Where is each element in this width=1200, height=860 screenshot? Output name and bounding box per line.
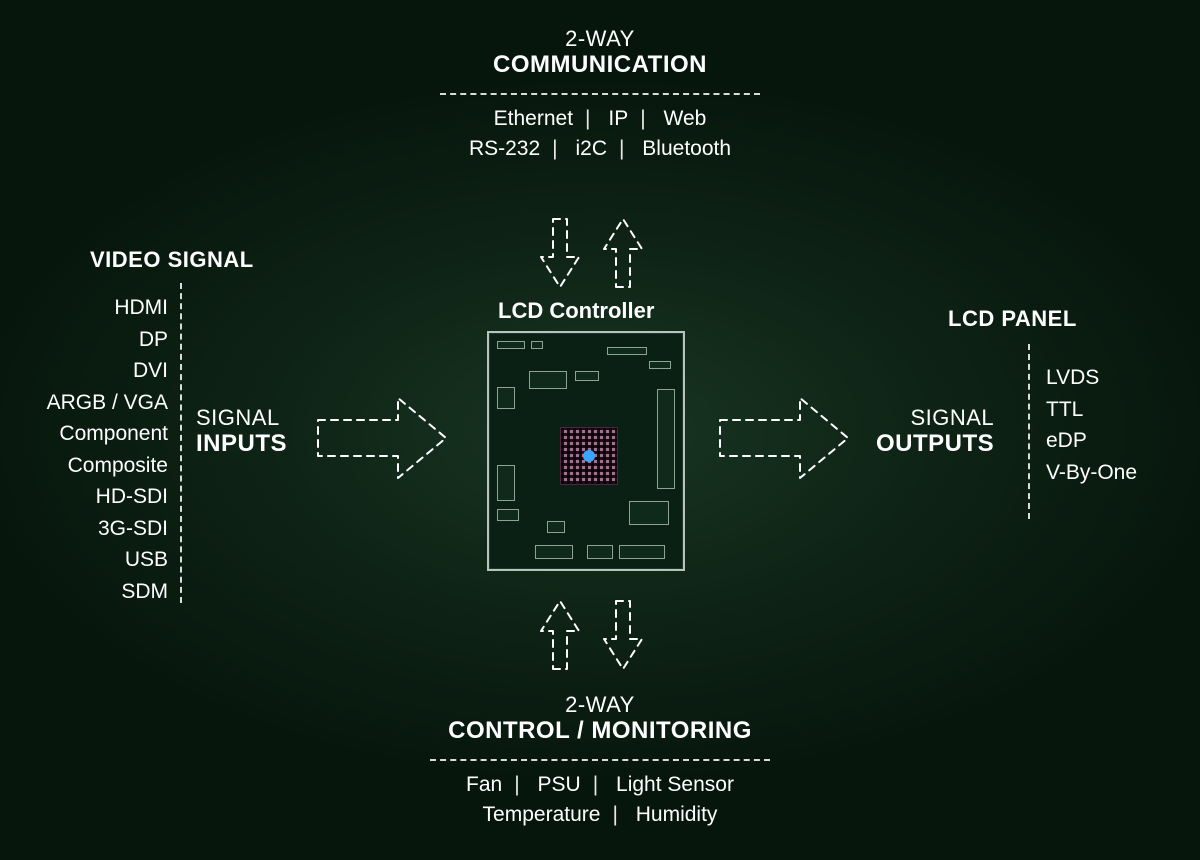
top-item: Ethernet [494,107,573,130]
bottom-item: PSU [538,773,581,796]
arrow-right-icon [312,390,452,486]
list-item: TTL [1046,394,1137,426]
top-divider [440,93,760,95]
controller-board [487,331,685,571]
left-vertical-divider [180,283,182,603]
bottom-item: Humidity [636,803,718,826]
label-bold: INPUTS [196,430,287,458]
bottom-item: Light Sensor [616,773,734,796]
right-io-label: SIGNAL OUTPUTS [876,405,994,458]
arrow-down-icon [535,215,585,293]
top-item: RS-232 [469,137,540,160]
label-thin: SIGNAL [196,405,287,430]
label-thin: SIGNAL [876,405,994,430]
list-item: HDMI [20,292,168,324]
bottom-row-2: Temperature| Humidity [380,803,820,827]
top-section: 2-WAY COMMUNICATION Ethernet| IP| Web RS… [400,26,800,161]
right-vertical-divider [1028,344,1030,519]
arrow-up-icon [535,597,585,675]
bottom-divider [430,759,770,761]
left-io-label: SIGNAL INPUTS [196,405,287,458]
list-item: USB [20,544,168,576]
list-item: V-By-One [1046,457,1137,489]
bottom-row-1: Fan| PSU| Light Sensor [380,773,820,797]
bottom-item: Fan [466,773,502,796]
top-title: 2-WAY COMMUNICATION [400,26,800,79]
top-item: IP [608,107,628,130]
controller-chip-icon [561,428,617,484]
list-item: LVDS [1046,362,1137,394]
bottom-item: Temperature [483,803,601,826]
right-items: LVDS TTL eDP V-By-One [1046,362,1137,488]
top-title-bold: COMMUNICATION [400,51,800,79]
top-item: Web [664,107,707,130]
list-item: ARGB / VGA [20,387,168,419]
list-item: eDP [1046,425,1137,457]
list-item: SDM [20,576,168,608]
top-item: i2C [575,137,607,160]
top-row-1: Ethernet| IP| Web [400,107,800,131]
bottom-section: 2-WAY CONTROL / MONITORING Fan| PSU| Lig… [380,692,820,827]
list-item: DVI [20,355,168,387]
top-row-2: RS-232| i2C| Bluetooth [400,137,800,161]
list-item: Component [20,418,168,450]
left-items: HDMI DP DVI ARGB / VGA Component Composi… [20,292,168,607]
arrow-right-icon [714,390,854,486]
list-item: HD-SDI [20,481,168,513]
right-header: LCD PANEL [948,306,1077,332]
bottom-title-thin: 2-WAY [380,692,820,717]
bottom-title: 2-WAY CONTROL / MONITORING [380,692,820,745]
top-item: Bluetooth [642,137,731,160]
label-bold: OUTPUTS [876,430,994,458]
left-header: VIDEO SIGNAL [90,247,254,273]
arrow-up-icon [598,215,648,293]
list-item: DP [20,324,168,356]
top-title-thin: 2-WAY [400,26,800,51]
controller-title: LCD Controller [498,298,654,324]
bottom-title-bold: CONTROL / MONITORING [380,717,820,745]
list-item: 3G-SDI [20,513,168,545]
list-item: Composite [20,450,168,482]
arrow-down-icon [598,597,648,675]
